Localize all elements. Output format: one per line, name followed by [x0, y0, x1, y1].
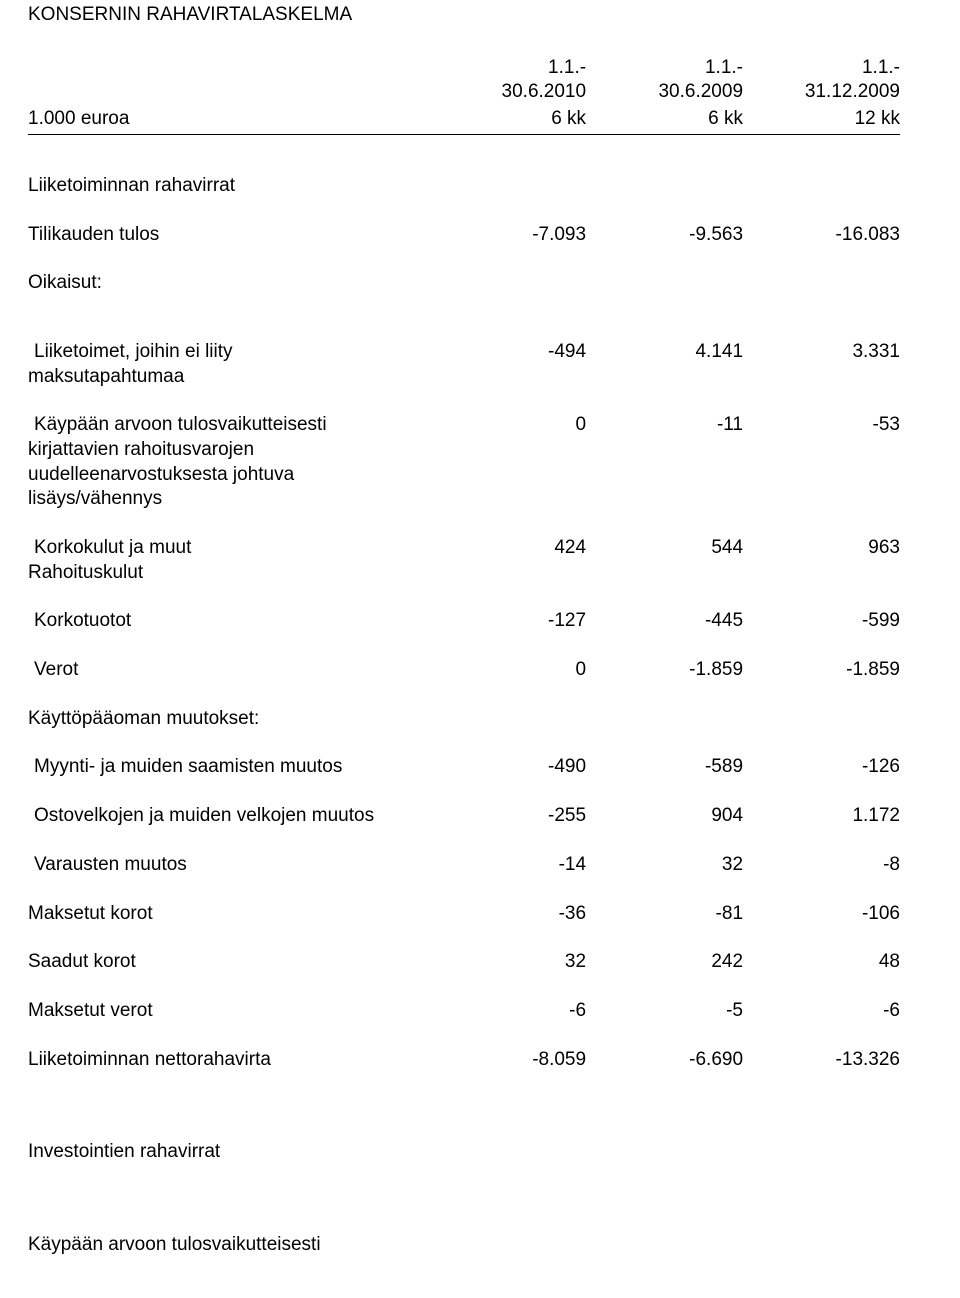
- row-label: Maksetut korot: [28, 902, 429, 927]
- table-row: Käypään arvoon tulosvaikutteisesti: [28, 1233, 900, 1258]
- row-value: -6.690: [586, 1048, 743, 1073]
- table-row: Korkotuotot -127 -445 -599: [28, 609, 900, 634]
- row-value: -13.326: [743, 1048, 900, 1073]
- table-row: Käyttöpääoman muutokset:: [28, 707, 900, 732]
- operating-heading: Liiketoiminnan rahavirrat: [28, 175, 900, 197]
- adjustments-heading: Oikaisut:: [28, 271, 429, 296]
- table-row: Rahoituskulut: [28, 561, 900, 586]
- header-rule: [28, 134, 900, 135]
- table-row: Liiketoimet, joihin ei liity -494 4.141 …: [28, 340, 900, 365]
- row-value: 424: [429, 536, 586, 561]
- row-label: lisäys/vähennys: [28, 487, 429, 512]
- row-value: -53: [743, 413, 900, 438]
- table-row: uudelleenarvostuksesta johtuva: [28, 463, 900, 488]
- row-value: -11: [586, 413, 743, 438]
- row-value: -445: [586, 609, 743, 634]
- table-row: Varausten muutos -14 32 -8: [28, 853, 900, 878]
- period-header: 1.1.- 30.6.2010 1.1.- 30.6.2009 1.1.- 31…: [28, 54, 900, 132]
- row-value: 1.172: [743, 804, 900, 829]
- table-row: maksutapahtumaa: [28, 365, 900, 390]
- row-label: maksutapahtumaa: [28, 365, 429, 390]
- table-row: Korkokulut ja muut 424 544 963: [28, 536, 900, 561]
- row-value: 544: [586, 536, 743, 561]
- row-label: Varausten muutos: [28, 853, 187, 878]
- row-value: 3.331: [743, 340, 900, 365]
- row-value: 904: [586, 804, 743, 829]
- row-value: -6: [429, 999, 586, 1024]
- row-value: -494: [429, 340, 586, 365]
- row-value: -589: [586, 755, 743, 780]
- table-row: Tilikauden tulos -7.093 -9.563 -16.083: [28, 223, 900, 248]
- row-value: -1.859: [586, 658, 743, 683]
- row-label: Liiketoimet, joihin ei liity: [28, 340, 233, 365]
- table-row: lisäys/vähennys: [28, 487, 900, 512]
- wc-heading: Käyttöpääoman muutokset:: [28, 707, 429, 732]
- row-label: Korkotuotot: [28, 609, 131, 634]
- units-label: 1.000 euroa: [28, 106, 429, 132]
- units-col3: 12 kk: [743, 106, 900, 132]
- row-label: Verot: [28, 658, 78, 683]
- row-value: -599: [743, 609, 900, 634]
- table-row: Investointien rahavirrat: [28, 1140, 900, 1165]
- row-label: Saadut korot: [28, 950, 429, 975]
- table-row: Liiketoiminnan nettorahavirta -8.059 -6.…: [28, 1048, 900, 1073]
- row-value: 32: [586, 853, 743, 878]
- row-value: 0: [429, 413, 586, 438]
- table-row: Verot 0 -1.859 -1.859: [28, 658, 900, 683]
- row-value: -6: [743, 999, 900, 1024]
- table-row: Myynti- ja muiden saamisten muutos -490 …: [28, 755, 900, 780]
- row-label: Liiketoiminnan nettorahavirta: [28, 1048, 429, 1073]
- row-value: -490: [429, 755, 586, 780]
- period1-line2: 30.6.2010: [429, 80, 586, 104]
- row-value: 0: [429, 658, 586, 683]
- row-value: 48: [743, 950, 900, 975]
- period1-line1: 1.1.-: [429, 56, 586, 80]
- table-row: kirjattavien rahoitusvarojen: [28, 438, 900, 463]
- units-col1: 6 kk: [429, 106, 586, 132]
- table-row: Käypään arvoon tulosvaikutteisesti 0 -11…: [28, 413, 900, 438]
- row-value: -8.059: [429, 1048, 586, 1073]
- row-value: -8: [743, 853, 900, 878]
- row-value: 32: [429, 950, 586, 975]
- row-label: Maksetut verot: [28, 999, 429, 1024]
- period3-line2: 31.12.2009: [743, 80, 900, 104]
- row-label: Rahoituskulut: [28, 561, 429, 586]
- row-value: -14: [429, 853, 586, 878]
- row-value: -16.083: [743, 223, 900, 248]
- table-row: Saadut korot 32 242 48: [28, 950, 900, 975]
- row-label: Myynti- ja muiden saamisten muutos: [28, 755, 342, 780]
- period3-line1: 1.1.-: [743, 56, 900, 80]
- row-label: Käypään arvoon tulosvaikutteisesti: [28, 1233, 429, 1258]
- row-value: -81: [586, 902, 743, 927]
- row-value: -127: [429, 609, 586, 634]
- row-value: -7.093: [429, 223, 586, 248]
- row-label: Ostovelkojen ja muiden velkojen muutos: [28, 804, 374, 829]
- investing-heading: Investointien rahavirrat: [28, 1140, 429, 1165]
- row-label: uudelleenarvostuksesta johtuva: [28, 463, 429, 488]
- table-row: Ostovelkojen ja muiden velkojen muutos -…: [28, 804, 900, 829]
- units-col2: 6 kk: [586, 106, 743, 132]
- period2-line1: 1.1.-: [586, 56, 743, 80]
- row-label: kirjattavien rahoitusvarojen: [28, 438, 429, 463]
- row-value: 963: [743, 536, 900, 561]
- row-value: -5: [586, 999, 743, 1024]
- row-value: -36: [429, 902, 586, 927]
- cashflow-table: Tilikauden tulos -7.093 -9.563 -16.083 O…: [28, 223, 900, 1258]
- row-label: Käypään arvoon tulosvaikutteisesti: [28, 413, 327, 438]
- row-value: -126: [743, 755, 900, 780]
- row-value: -9.563: [586, 223, 743, 248]
- table-row: Maksetut verot -6 -5 -6: [28, 999, 900, 1024]
- row-label: Tilikauden tulos: [28, 223, 429, 248]
- row-value: -255: [429, 804, 586, 829]
- row-value: 4.141: [586, 340, 743, 365]
- row-value: -1.859: [743, 658, 900, 683]
- table-row: Maksetut korot -36 -81 -106: [28, 902, 900, 927]
- table-row: Oikaisut:: [28, 271, 900, 296]
- row-value: 242: [586, 950, 743, 975]
- page-title: KONSERNIN RAHAVIRTALASKELMA: [28, 4, 900, 26]
- row-value: -106: [743, 902, 900, 927]
- period2-line2: 30.6.2009: [586, 80, 743, 104]
- row-label: Korkokulut ja muut: [28, 536, 191, 561]
